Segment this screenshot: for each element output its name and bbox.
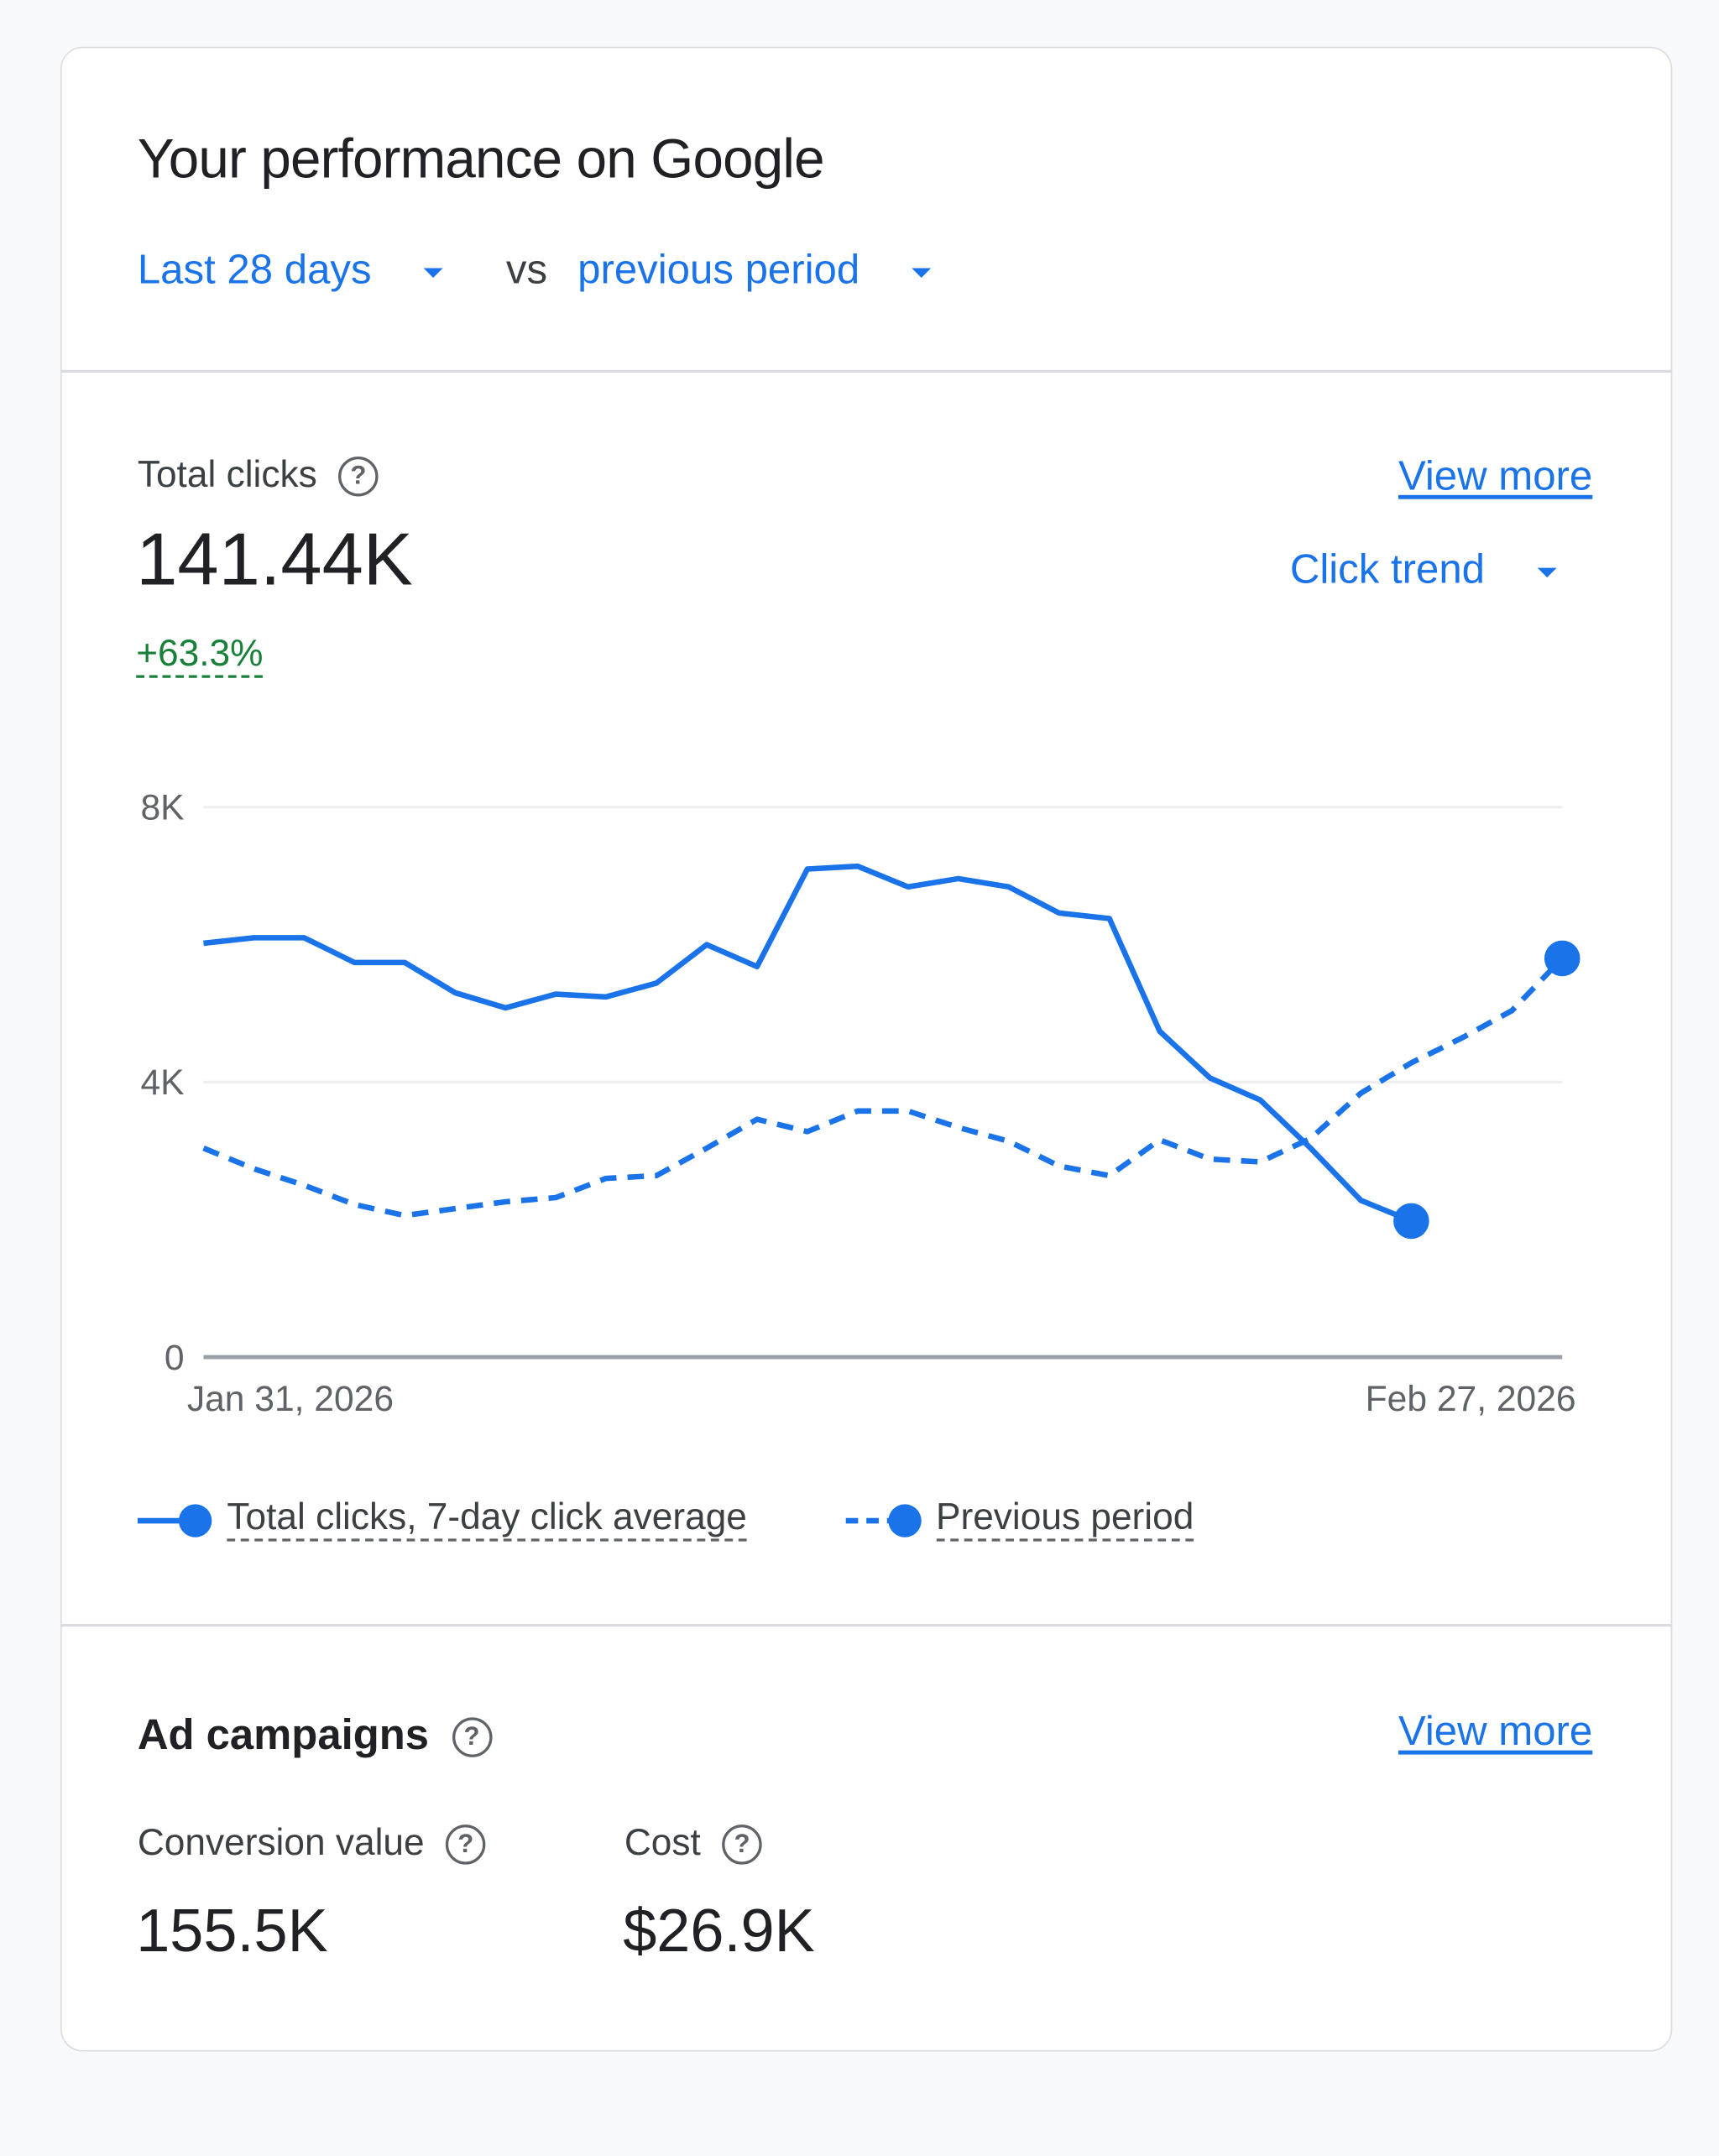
help-icon[interactable]: ?: [452, 1717, 492, 1758]
conversion-value: 155.5K: [136, 1897, 328, 1965]
legend-item-total-clicks[interactable]: Total clicks, 7-day click average: [137, 1496, 747, 1542]
trend-dropdown[interactable]: Click trend: [1290, 547, 1557, 594]
legend-label: Previous period: [935, 1496, 1194, 1542]
y-tick-label: 0: [165, 1338, 185, 1378]
chevron-down-icon: [1537, 566, 1557, 577]
cost-value: $26.9K: [623, 1897, 815, 1965]
help-icon[interactable]: ?: [722, 1825, 762, 1866]
total-clicks-label: Total clicks: [137, 453, 317, 495]
help-icon[interactable]: ?: [446, 1825, 486, 1866]
comparison-label: previous period: [577, 247, 860, 293]
ads-view-more-link[interactable]: View more: [1398, 1709, 1593, 1755]
chevron-down-icon: [424, 267, 444, 278]
total-clicks-heading: Total clicks ?: [137, 453, 379, 498]
y-tick-label: 8K: [140, 787, 184, 827]
y-tick-label: 4K: [140, 1062, 184, 1103]
divider: [60, 369, 1673, 373]
date-range-label: Last 28 days: [137, 247, 372, 293]
conversion-value-heading: Conversion value ?: [137, 1821, 486, 1866]
chevron-down-icon: [912, 267, 932, 278]
click-trend-chart: 0 4K 8K Jan 31, 2026 Feb 27, 2026: [140, 787, 1581, 1419]
ad-campaigns-label: Ad campaigns: [137, 1710, 430, 1759]
x-tick-label: Feb 27, 2026: [1366, 1379, 1576, 1419]
cost-heading: Cost ?: [624, 1821, 762, 1866]
legend-label: Total clicks, 7-day click average: [227, 1496, 747, 1542]
conversion-value-label: Conversion value: [137, 1821, 425, 1864]
ad-campaigns-heading: Ad campaigns ?: [138, 1710, 492, 1760]
series-line-previous-period[interactable]: [202, 956, 1565, 1219]
dashed-line-marker-icon: [845, 1504, 922, 1537]
divider: [60, 1623, 1673, 1626]
series-endpoint-marker[interactable]: [1544, 940, 1581, 977]
card-title: Your performance on Google: [137, 129, 825, 191]
help-icon[interactable]: ?: [338, 457, 379, 498]
trend-label: Click trend: [1289, 547, 1486, 593]
cost-label: Cost: [624, 1821, 701, 1864]
total-clicks-value: 141.44K: [136, 518, 413, 601]
vs-label: vs: [505, 247, 548, 293]
solid-line-marker-icon: [137, 1504, 212, 1537]
view-more-link[interactable]: View more: [1398, 453, 1593, 499]
legend-item-previous-period[interactable]: Previous period: [845, 1496, 1194, 1542]
x-tick-label: Jan 31, 2026: [187, 1379, 394, 1419]
change-percentage[interactable]: +63.3%: [136, 633, 264, 678]
series-line-total-clicks[interactable]: [203, 863, 1413, 1224]
series-endpoint-marker[interactable]: [1393, 1203, 1429, 1240]
date-range-dropdown[interactable]: Last 28 days: [137, 247, 444, 295]
performance-card: [60, 46, 1673, 2052]
comparison-dropdown[interactable]: previous period: [577, 248, 932, 295]
